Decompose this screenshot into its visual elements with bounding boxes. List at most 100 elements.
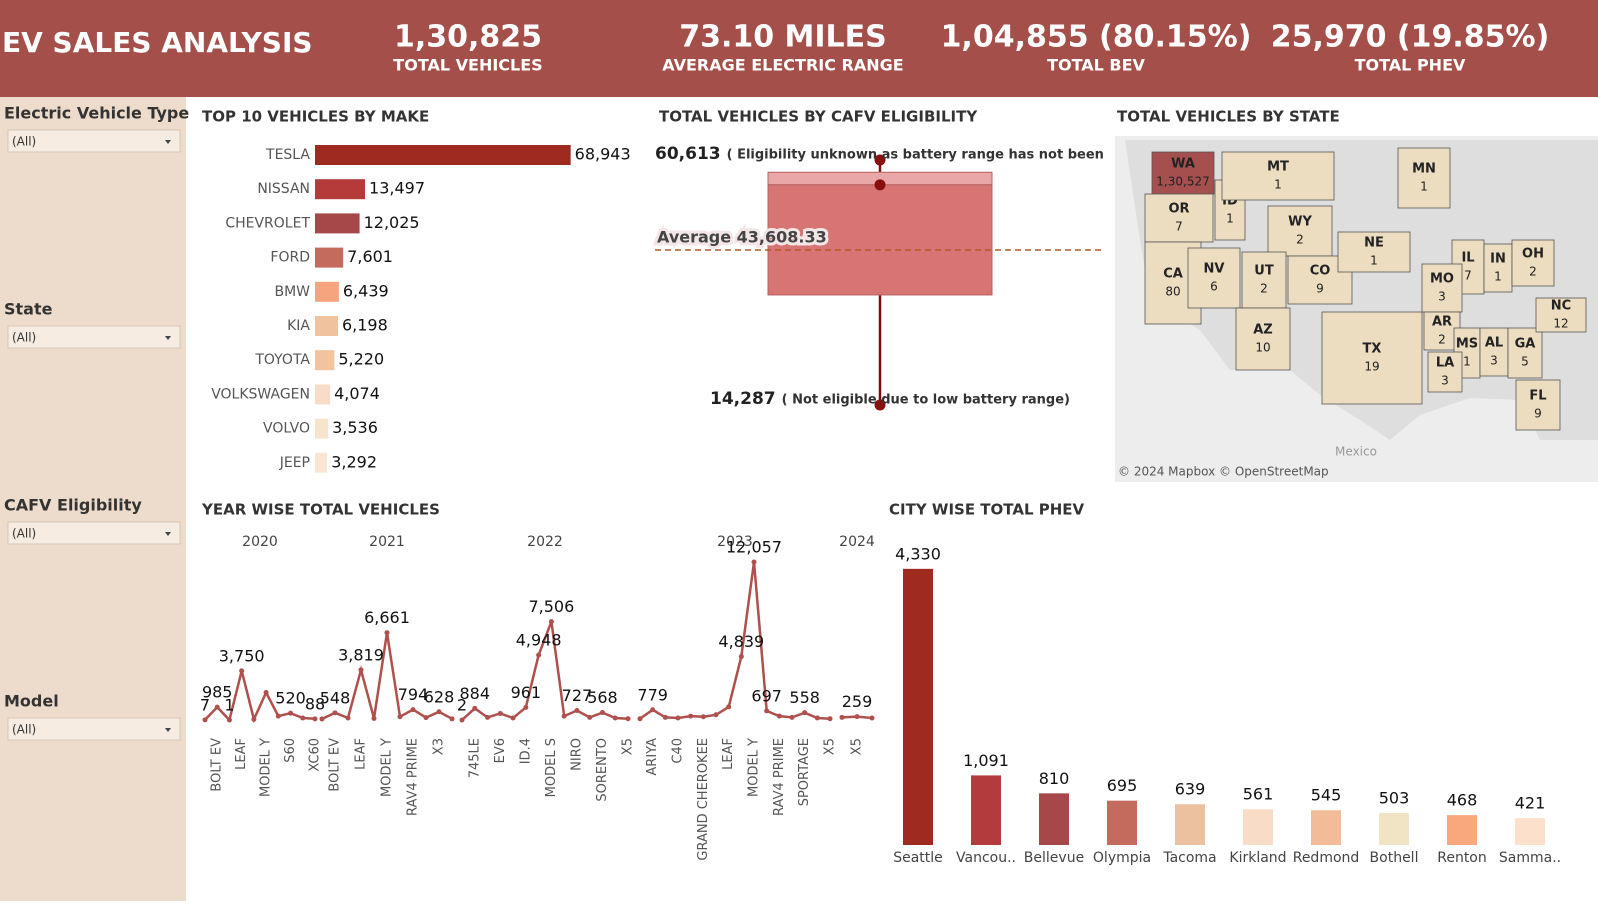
point <box>700 714 706 720</box>
category-label: KIA <box>287 318 310 334</box>
state-value: 2 <box>1296 233 1304 247</box>
bar <box>315 213 360 234</box>
dropdown-value[interactable]: (All) <box>12 527 36 541</box>
map-layer: WA1,30,527OR7CA80ID1NV6MT1WY2UT2AZ10CO9N… <box>1125 140 1598 459</box>
point <box>300 715 306 721</box>
dropdown-box[interactable] <box>7 521 181 545</box>
section-title: TOP 10 VEHICLES BY MAKE <box>202 108 429 126</box>
value-label: 697 <box>751 686 782 705</box>
state-name: AR <box>1432 315 1452 330</box>
dropdown-arrow[interactable] <box>165 336 171 340</box>
bar <box>315 179 366 200</box>
dropdown-value[interactable]: (All) <box>12 723 36 737</box>
dropdown-value[interactable]: (All) <box>12 331 36 345</box>
point <box>854 714 860 720</box>
value-label: 568 <box>587 688 618 707</box>
state-value: 9 <box>1316 282 1324 296</box>
point <box>764 708 770 714</box>
point <box>751 559 757 565</box>
state <box>1151 151 1215 195</box>
kpi-label: TOTAL VEHICLES <box>393 56 542 75</box>
value-label: 884 <box>459 684 490 703</box>
dropdown-arrow[interactable] <box>165 728 171 732</box>
filter-label: CAFV Eligibility <box>4 496 142 515</box>
bar <box>903 568 933 845</box>
category-label: CHEVROLET <box>225 215 310 231</box>
filter-dropdown[interactable]: (All) <box>7 129 181 153</box>
section-title: YEAR WISE TOTAL VEHICLES <box>201 501 440 519</box>
bar <box>315 145 571 165</box>
point <box>839 714 845 720</box>
filter-label: Model <box>4 692 59 711</box>
point <box>226 717 232 723</box>
state-name: WY <box>1288 215 1312 230</box>
filter-dropdown[interactable]: (All) <box>7 717 181 741</box>
category-label: VOLVO <box>263 421 310 437</box>
point <box>510 715 516 721</box>
filter-dropdown[interactable]: (All) <box>7 325 181 349</box>
category-label: BMW <box>274 284 310 300</box>
bar <box>315 281 339 302</box>
state-value: 1 <box>1370 254 1378 268</box>
dropdown-box[interactable] <box>7 717 181 741</box>
value-label: 3,536 <box>332 418 378 437</box>
dropdown-arrow[interactable] <box>165 532 171 536</box>
kpi-label: AVERAGE ELECTRIC RANGE <box>662 56 903 75</box>
dropdown-arrow[interactable] <box>165 140 171 144</box>
value-label: 1 <box>224 695 234 714</box>
value-label: 4,330 <box>895 544 941 563</box>
state-name: TX <box>1363 342 1382 357</box>
value-label: 421 <box>1515 794 1546 813</box>
category-label: ID.4 <box>518 738 533 764</box>
state-value: 80 <box>1165 285 1180 299</box>
value-label: 12,025 <box>364 213 420 232</box>
value-label: 1,091 <box>963 751 1009 770</box>
value-label: 13,497 <box>369 179 425 198</box>
section-title: TOTAL VEHICLES BY CAFV ELIGIBILITY <box>659 108 978 126</box>
value-label: 3,819 <box>338 645 384 664</box>
state-name: NC <box>1551 299 1571 314</box>
state <box>1241 251 1287 309</box>
state-name: AL <box>1485 336 1503 351</box>
state-name: MO <box>1430 272 1454 287</box>
state-name: UT <box>1254 264 1274 279</box>
state-name: WA <box>1171 157 1195 172</box>
value-label: 4,839 <box>718 632 764 651</box>
place-label: Mexico <box>1335 445 1377 459</box>
category-label: ARIYA <box>645 738 660 776</box>
filter-dropdown[interactable]: (All) <box>7 521 181 545</box>
kpi-value: 1,04,855 (80.15%) <box>941 20 1252 55</box>
kpi-label: TOTAL BEV <box>1047 56 1145 75</box>
value-label: 259 <box>842 692 873 711</box>
dropdown-box[interactable] <box>7 325 181 349</box>
point <box>650 707 656 713</box>
state-value: 9 <box>1534 407 1542 421</box>
point <box>536 652 542 658</box>
category-label: Seattle <box>893 850 943 866</box>
category-label: Kirkland <box>1229 850 1286 866</box>
state-value: 7 <box>1464 269 1472 283</box>
point <box>662 714 668 720</box>
point <box>869 715 875 721</box>
category-label: NISSAN <box>257 181 310 197</box>
value-label: 503 <box>1379 788 1410 807</box>
state-name: NV <box>1204 262 1225 277</box>
point <box>637 716 643 722</box>
category-label: Samma.. <box>1499 850 1561 866</box>
state-name: CA <box>1163 267 1183 282</box>
kpi-label: TOTAL PHEV <box>1355 56 1466 75</box>
section-title: TOTAL VEHICLES BY STATE <box>1117 108 1340 126</box>
state <box>1221 151 1335 201</box>
state-value: 5 <box>1521 355 1529 369</box>
state <box>1321 311 1423 405</box>
filter-sidebar <box>0 97 186 901</box>
value-label: 810 <box>1039 769 1070 788</box>
category-label: BOLT EV <box>210 738 225 792</box>
category-label: JEEP <box>279 455 310 471</box>
bar <box>1175 804 1205 845</box>
year-label: 2022 <box>527 534 563 550</box>
point <box>789 714 795 720</box>
dropdown-value[interactable]: (All) <box>12 135 36 149</box>
dropdown-box[interactable] <box>7 129 181 153</box>
state-value: 2 <box>1260 282 1268 296</box>
